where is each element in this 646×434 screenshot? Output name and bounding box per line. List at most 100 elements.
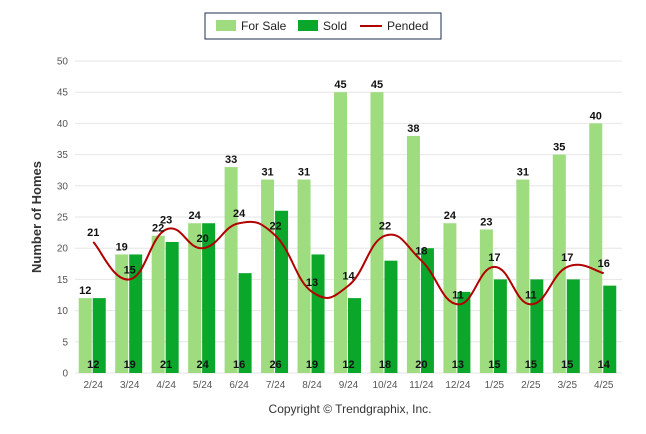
label-pended: 15 xyxy=(124,264,136,276)
bar-for-sale xyxy=(78,298,92,373)
legend-swatch-sold xyxy=(298,20,318,31)
label-sold: 14 xyxy=(598,359,611,371)
label-sold: 20 xyxy=(415,359,427,371)
y-tick-label: 15 xyxy=(57,275,69,286)
bar-for-sale xyxy=(406,135,420,373)
label-pended: 11 xyxy=(452,289,464,301)
x-tick-label: 8/24 xyxy=(302,380,322,391)
y-tick-label: 0 xyxy=(62,369,68,380)
label-pended: 24 xyxy=(233,208,246,220)
bar-sold xyxy=(566,279,580,373)
y-tick-label: 5 xyxy=(62,337,68,348)
bar-sold xyxy=(238,273,252,373)
label-pended: 17 xyxy=(561,252,573,264)
label-sold: 12 xyxy=(342,359,354,371)
y-tick-label: 40 xyxy=(57,119,69,130)
label-pended: 22 xyxy=(269,221,281,233)
x-tick-label: 5/24 xyxy=(193,380,213,391)
bar-for-sale xyxy=(224,167,238,373)
data-labels: 12 12 19 19 22 21 24 24 33 16 31 26 31 19 45 12 45 18 38 20… xyxy=(79,79,611,371)
x-tick-label: 6/24 xyxy=(229,380,249,391)
x-tick-label: 11/24 xyxy=(409,380,434,391)
label-pended: 14 xyxy=(342,271,355,283)
label-sold: 19 xyxy=(306,359,318,371)
label-for-sale: 33 xyxy=(225,154,237,166)
y-tick-label: 20 xyxy=(57,244,69,255)
label-for-sale: 24 xyxy=(444,210,457,222)
label-for-sale: 12 xyxy=(79,285,91,297)
y-axis-ticks: 0 5 10 15 20 25 30 35 40 45 50 xyxy=(57,57,69,380)
label-for-sale: 45 xyxy=(334,79,346,91)
bar-sold xyxy=(493,279,507,373)
label-pended: 21 xyxy=(87,227,99,239)
legend-swatch-for-sale xyxy=(216,20,236,31)
label-pended: 11 xyxy=(525,289,537,301)
label-pended: 16 xyxy=(598,258,610,270)
bar-for-sale xyxy=(552,154,566,373)
y-tick-label: 10 xyxy=(57,306,69,317)
label-sold: 15 xyxy=(525,359,537,371)
x-tick-label: 12/24 xyxy=(445,380,470,391)
label-for-sale: 22 xyxy=(152,223,164,235)
bar-sold xyxy=(92,298,106,373)
y-tick-label: 30 xyxy=(57,181,69,192)
y-tick-label: 50 xyxy=(57,57,69,68)
x-axis-ticks: 2/24 3/24 4/24 5/24 6/24 7/24 8/24 9/24 10/24 11/… xyxy=(83,380,613,391)
label-sold: 21 xyxy=(160,359,172,371)
label-for-sale: 31 xyxy=(261,167,273,179)
bar-for-sale xyxy=(516,179,530,373)
bar-sold xyxy=(275,210,289,373)
y-tick-label: 45 xyxy=(57,88,69,99)
bar-sold xyxy=(420,248,434,373)
label-pended: 17 xyxy=(488,252,500,264)
label-sold: 16 xyxy=(233,359,245,371)
legend-label-sold: Sold xyxy=(323,19,347,33)
copyright-credit: Copyright © Trendgraphix, Inc. xyxy=(269,402,432,416)
label-for-sale: 31 xyxy=(517,167,529,179)
bar-sold xyxy=(457,291,471,373)
bar-for-sale xyxy=(188,223,202,373)
bar-for-sale xyxy=(334,92,347,373)
label-for-sale: 45 xyxy=(371,79,383,91)
bar-sold xyxy=(348,298,361,373)
bar-for-sale xyxy=(443,223,457,373)
bars xyxy=(78,92,617,374)
legend: For Sale Sold Pended xyxy=(204,12,442,40)
label-pended: 22 xyxy=(379,221,391,233)
bar-for-sale xyxy=(370,92,384,373)
label-for-sale: 31 xyxy=(298,167,310,179)
label-for-sale: 24 xyxy=(189,210,202,222)
label-for-sale: 19 xyxy=(116,241,128,253)
label-sold: 26 xyxy=(269,359,281,371)
label-pended: 13 xyxy=(306,277,318,289)
label-sold: 12 xyxy=(87,359,99,371)
bar-sold xyxy=(165,241,179,373)
bar-for-sale xyxy=(261,179,275,373)
pended-line xyxy=(92,220,605,306)
label-for-sale: 38 xyxy=(407,123,419,135)
label-sold: 19 xyxy=(124,359,136,371)
bar-for-sale xyxy=(479,229,493,373)
x-tick-label: 10/24 xyxy=(372,380,397,391)
bar-for-sale xyxy=(151,235,165,373)
bar-sold xyxy=(603,285,617,373)
bar-sold xyxy=(311,254,325,373)
label-for-sale: 40 xyxy=(590,110,602,122)
x-tick-label: 2/24 xyxy=(83,380,103,391)
bar-sold xyxy=(202,223,216,373)
y-tick-label: 25 xyxy=(57,213,69,224)
label-sold: 15 xyxy=(561,359,573,371)
label-sold: 15 xyxy=(488,359,500,371)
label-for-sale: 35 xyxy=(553,142,565,154)
label-for-sale: 23 xyxy=(480,216,492,228)
bar-for-sale xyxy=(297,179,311,373)
label-sold: 18 xyxy=(379,359,391,371)
label-pended: 20 xyxy=(197,233,209,245)
bar-for-sale xyxy=(115,254,129,373)
label-sold: 24 xyxy=(197,359,210,371)
label-pended: 23 xyxy=(160,214,172,226)
legend-box xyxy=(204,12,442,40)
legend-label-pended: Pended xyxy=(387,19,428,33)
x-tick-label: 7/24 xyxy=(266,380,286,391)
